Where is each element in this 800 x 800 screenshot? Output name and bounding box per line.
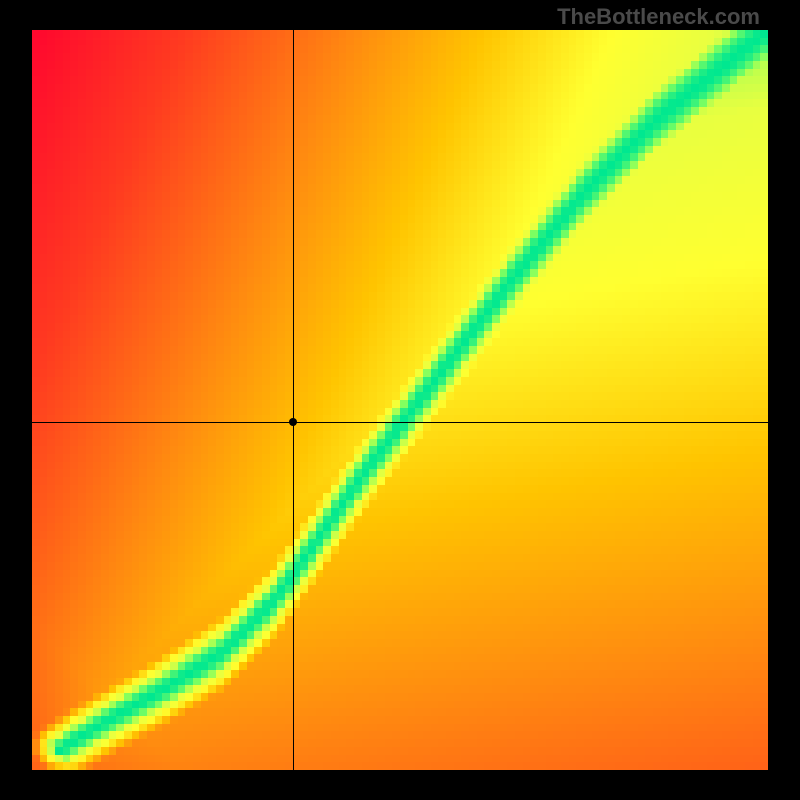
bottleneck-heatmap	[32, 30, 768, 770]
crosshair-vertical	[293, 30, 294, 770]
crosshair-marker-dot	[289, 418, 297, 426]
watermark-text: TheBottleneck.com	[557, 4, 760, 30]
crosshair-horizontal	[32, 422, 768, 423]
